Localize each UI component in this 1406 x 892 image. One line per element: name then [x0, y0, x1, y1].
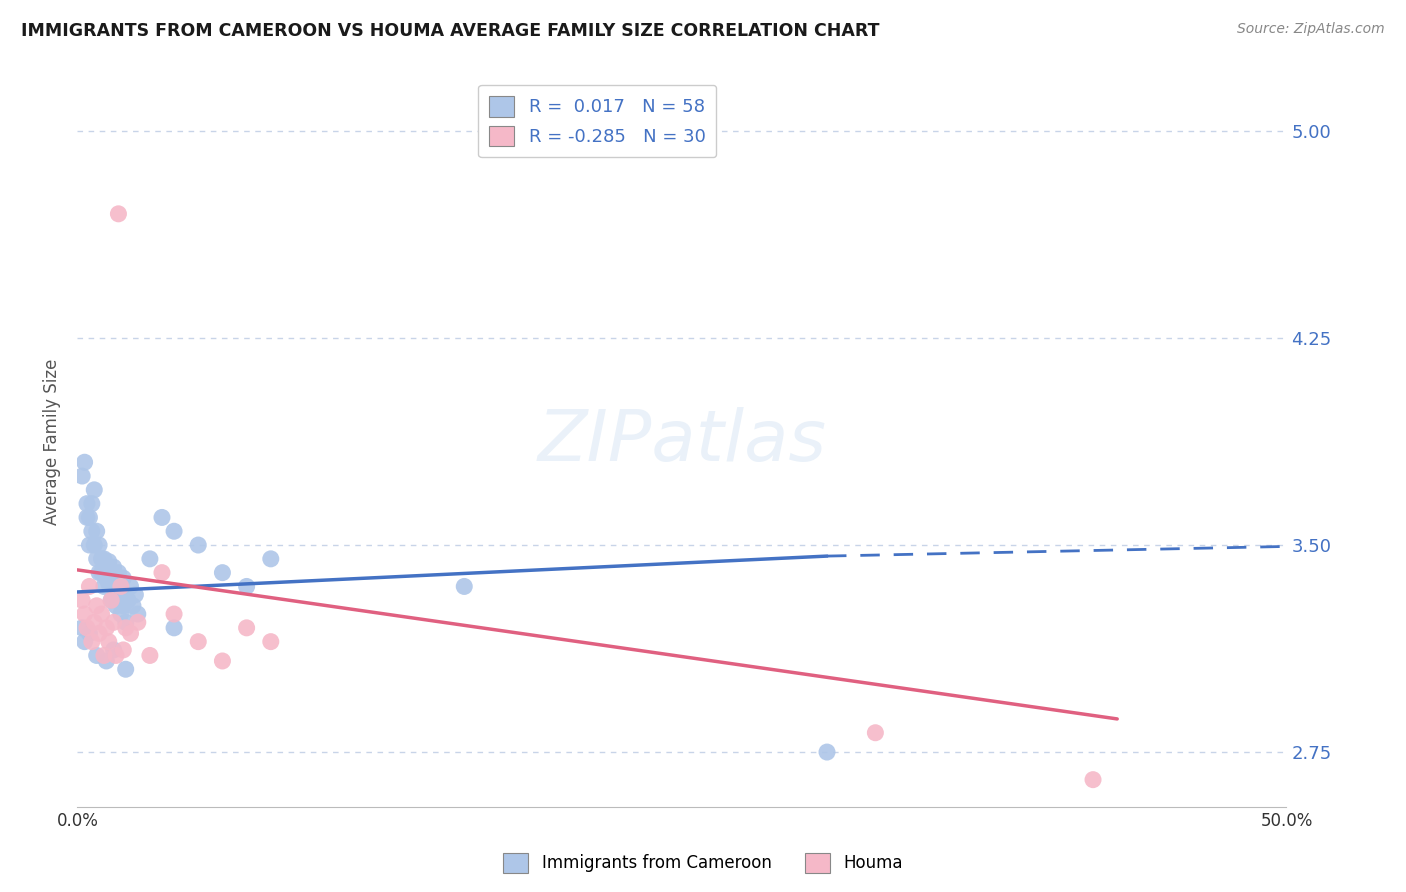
Point: [79, 626, 101, 640]
Point: [112, 599, 135, 613]
Point: [87, 538, 110, 552]
Point: [103, 579, 125, 593]
Text: Source: ZipAtlas.com: Source: ZipAtlas.com: [1237, 22, 1385, 37]
Point: [70, 469, 93, 483]
Point: [93, 648, 115, 663]
Point: [114, 615, 136, 630]
Point: [107, 566, 129, 580]
Point: [80, 497, 103, 511]
Point: [86, 648, 108, 663]
Point: [112, 643, 135, 657]
Point: [100, 571, 122, 585]
Point: [86, 599, 108, 613]
Point: [90, 566, 112, 580]
Point: [865, 725, 887, 739]
Point: [211, 654, 233, 668]
Text: IMMIGRANTS FROM CAMEROON VS HOUMA AVERAGE FAMILY SIZE CORRELATION CHART: IMMIGRANTS FROM CAMEROON VS HOUMA AVERAG…: [21, 22, 880, 40]
Point: [110, 607, 132, 621]
Point: [114, 621, 136, 635]
Point: [96, 560, 118, 574]
Point: [103, 560, 125, 574]
Point: [93, 579, 115, 593]
Point: [86, 552, 108, 566]
Point: [70, 593, 93, 607]
Point: [96, 621, 118, 635]
Point: [139, 648, 162, 663]
Point: [260, 552, 283, 566]
Point: [83, 615, 105, 630]
Point: [187, 634, 209, 648]
Point: [163, 621, 186, 635]
Point: [97, 576, 120, 591]
Point: [120, 579, 142, 593]
Point: [79, 579, 101, 593]
Point: [139, 552, 162, 566]
Point: [97, 634, 120, 648]
Point: [163, 524, 186, 539]
Point: [122, 599, 145, 613]
Point: [90, 552, 112, 566]
Point: [1081, 772, 1104, 787]
Point: [87, 566, 110, 580]
Point: [76, 621, 98, 635]
Point: [103, 643, 125, 657]
Point: [87, 626, 110, 640]
Point: [83, 483, 105, 497]
Point: [112, 571, 135, 585]
Point: [110, 579, 132, 593]
Point: [114, 662, 136, 676]
Point: [117, 593, 139, 607]
Point: [127, 607, 149, 621]
Point: [124, 588, 146, 602]
Point: [83, 538, 105, 552]
Legend: Immigrants from Cameroon, Houma: Immigrants from Cameroon, Houma: [496, 847, 910, 880]
Point: [80, 524, 103, 539]
Point: [127, 615, 149, 630]
Point: [260, 634, 283, 648]
Point: [70, 621, 93, 635]
Point: [110, 579, 132, 593]
Point: [114, 588, 136, 602]
Point: [79, 510, 101, 524]
Point: [105, 648, 128, 663]
Point: [97, 555, 120, 569]
Y-axis label: Average Family Size: Average Family Size: [44, 359, 62, 524]
Point: [150, 510, 173, 524]
Point: [107, 207, 129, 221]
Point: [73, 455, 96, 469]
Point: [90, 607, 112, 621]
Point: [79, 538, 101, 552]
Point: [86, 524, 108, 539]
Point: [105, 576, 128, 591]
Point: [105, 599, 128, 613]
Legend: R =  0.017   N = 58, R = -0.285   N = 30: R = 0.017 N = 58, R = -0.285 N = 30: [478, 85, 717, 157]
Point: [76, 510, 98, 524]
Point: [100, 593, 122, 607]
Point: [73, 634, 96, 648]
Text: ZIPatlas: ZIPatlas: [537, 407, 827, 476]
Point: [96, 571, 118, 585]
Point: [103, 615, 125, 630]
Point: [235, 621, 257, 635]
Point: [107, 588, 129, 602]
Point: [815, 745, 838, 759]
Point: [100, 593, 122, 607]
Point: [163, 607, 186, 621]
Point: [187, 538, 209, 552]
Point: [235, 579, 257, 593]
Point: [150, 566, 173, 580]
Point: [93, 552, 115, 566]
Point: [76, 497, 98, 511]
Point: [73, 607, 96, 621]
Point: [96, 654, 118, 668]
Point: [453, 579, 475, 593]
Point: [80, 634, 103, 648]
Point: [211, 566, 233, 580]
Point: [120, 626, 142, 640]
